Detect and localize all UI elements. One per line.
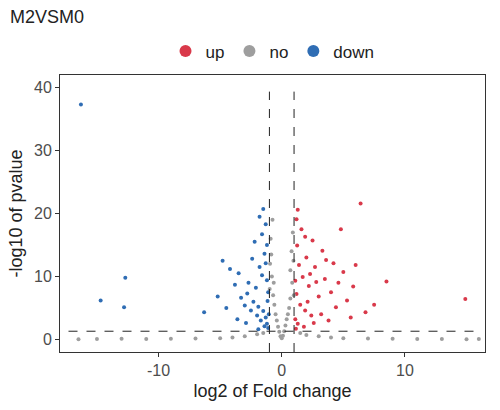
svg-text:-log10 of pvalue: -log10 of pvalue	[6, 149, 26, 277]
svg-text:20: 20	[34, 205, 52, 222]
svg-text:0: 0	[277, 362, 286, 379]
svg-text:10: 10	[396, 362, 414, 379]
svg-text:no: no	[269, 43, 288, 62]
svg-text:up: up	[206, 43, 225, 62]
svg-text:down: down	[333, 43, 374, 62]
svg-text:M2VSM0: M2VSM0	[10, 7, 84, 27]
svg-text:30: 30	[34, 142, 52, 159]
svg-text:0: 0	[43, 331, 52, 348]
svg-text:40: 40	[34, 79, 52, 96]
svg-text:log2 of Fold change: log2 of Fold change	[193, 381, 351, 401]
svg-text:-10: -10	[147, 362, 170, 379]
svg-text:10: 10	[34, 268, 52, 285]
